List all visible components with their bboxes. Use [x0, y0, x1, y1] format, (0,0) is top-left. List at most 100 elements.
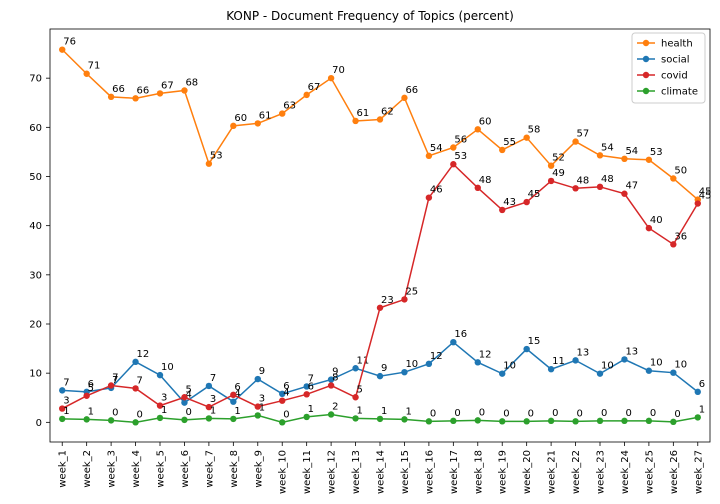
social-data-label: 15	[528, 336, 541, 347]
covid-data-label: 53	[454, 151, 467, 162]
health-data-label: 66	[405, 85, 418, 96]
health-data-label: 70	[332, 65, 345, 76]
climate-data-label: 0	[674, 409, 680, 420]
social-data-label: 7	[210, 373, 216, 384]
covid-data-label: 5	[357, 384, 363, 395]
social-point	[645, 367, 653, 374]
health-data-label: 60	[479, 116, 492, 127]
covid-data-label: 45	[699, 191, 712, 202]
social-data-label: 10	[161, 362, 174, 373]
x-tick-label: week_10	[278, 450, 289, 494]
covid-data-label: 6	[234, 382, 240, 393]
covid-data-label: 48	[479, 175, 492, 186]
climate-data-label: 0	[454, 408, 460, 419]
social-data-label: 6	[283, 381, 289, 392]
climate-point	[645, 417, 653, 425]
x-tick-label: week_18	[473, 450, 484, 494]
social-data-label: 10	[674, 360, 687, 371]
x-tick-label: week_2	[82, 450, 93, 488]
covid-point	[474, 184, 481, 192]
covid-point	[572, 185, 579, 192]
social-data-label: 11	[357, 355, 370, 366]
y-tick-label: 30	[29, 270, 42, 281]
climate-point	[596, 417, 604, 425]
climate-point	[83, 416, 90, 423]
legend-marker-social	[642, 55, 650, 63]
social-point	[572, 357, 579, 364]
x-tick-label: week_16	[424, 450, 435, 494]
social-data-label: 11	[552, 356, 565, 367]
covid-point	[645, 224, 653, 232]
climate-point	[327, 411, 335, 418]
health-point	[132, 95, 139, 102]
climate-data-label: 1	[259, 402, 265, 413]
x-tick-label: week_26	[669, 450, 680, 494]
social-data-label: 13	[625, 346, 638, 357]
x-tick-label: week_12	[327, 450, 338, 494]
climate-data-label: 0	[503, 408, 509, 419]
climate-point	[107, 417, 115, 424]
climate-data-label: 1	[234, 406, 240, 417]
health-data-label: 52	[552, 153, 565, 164]
health-data-label: 53	[650, 147, 663, 158]
legend-marker-health	[642, 39, 650, 47]
legend-marker-climate	[642, 87, 650, 95]
social-point	[254, 375, 261, 383]
legend-item-health: health	[637, 39, 693, 50]
social-data-label: 10	[650, 358, 663, 369]
climate-point	[450, 417, 457, 425]
health-point	[83, 70, 90, 77]
health-data-label: 53	[210, 151, 223, 162]
health-data-label: 67	[161, 80, 174, 91]
covid-point	[352, 394, 359, 401]
covid-point	[694, 200, 701, 207]
y-tick-label: 40	[29, 221, 42, 232]
climate-point	[621, 417, 628, 425]
social-point	[621, 356, 628, 363]
social-data-label: 10	[503, 361, 516, 372]
social-data-label: 12	[479, 349, 492, 360]
climate-point	[670, 418, 677, 426]
climate-point	[694, 414, 701, 421]
social-data-label: 9	[381, 363, 387, 374]
climate-data-label: 0	[601, 408, 607, 419]
covid-point	[254, 403, 261, 410]
covid-point	[156, 402, 164, 409]
climate-point	[401, 416, 408, 423]
health-point	[376, 116, 384, 123]
covid-point	[401, 296, 408, 303]
climate-data-label: 1	[699, 404, 705, 415]
climate-data-label: 1	[161, 405, 167, 416]
social-data-label: 4	[234, 389, 240, 400]
covid-point	[230, 391, 237, 398]
health-point	[181, 87, 188, 94]
x-tick-label: week_21	[547, 450, 558, 494]
covid-data-label: 43	[503, 197, 516, 208]
x-tick-label: week_17	[449, 450, 460, 494]
covid-point	[499, 206, 506, 214]
climate-point	[303, 413, 310, 421]
health-point	[425, 152, 433, 160]
health-data-label: 68	[185, 77, 198, 88]
social-point	[450, 338, 457, 346]
climate-data-label: 0	[577, 408, 583, 419]
climate-point	[181, 416, 188, 424]
legend-marker-covid	[642, 71, 650, 79]
social-point	[279, 390, 286, 398]
health-point	[303, 91, 310, 99]
health-data-label: 63	[283, 101, 296, 112]
health-data-label: 66	[112, 84, 125, 95]
health-point	[205, 160, 213, 167]
health-point	[59, 46, 66, 53]
health-data-label: 45	[699, 187, 712, 198]
social-point	[499, 370, 506, 377]
legend: health social covid climate	[631, 32, 706, 104]
health-point	[279, 110, 286, 117]
social-point	[352, 365, 359, 372]
social-point	[156, 371, 164, 379]
health-point	[645, 156, 653, 163]
covid-data-label: 5	[185, 384, 191, 395]
